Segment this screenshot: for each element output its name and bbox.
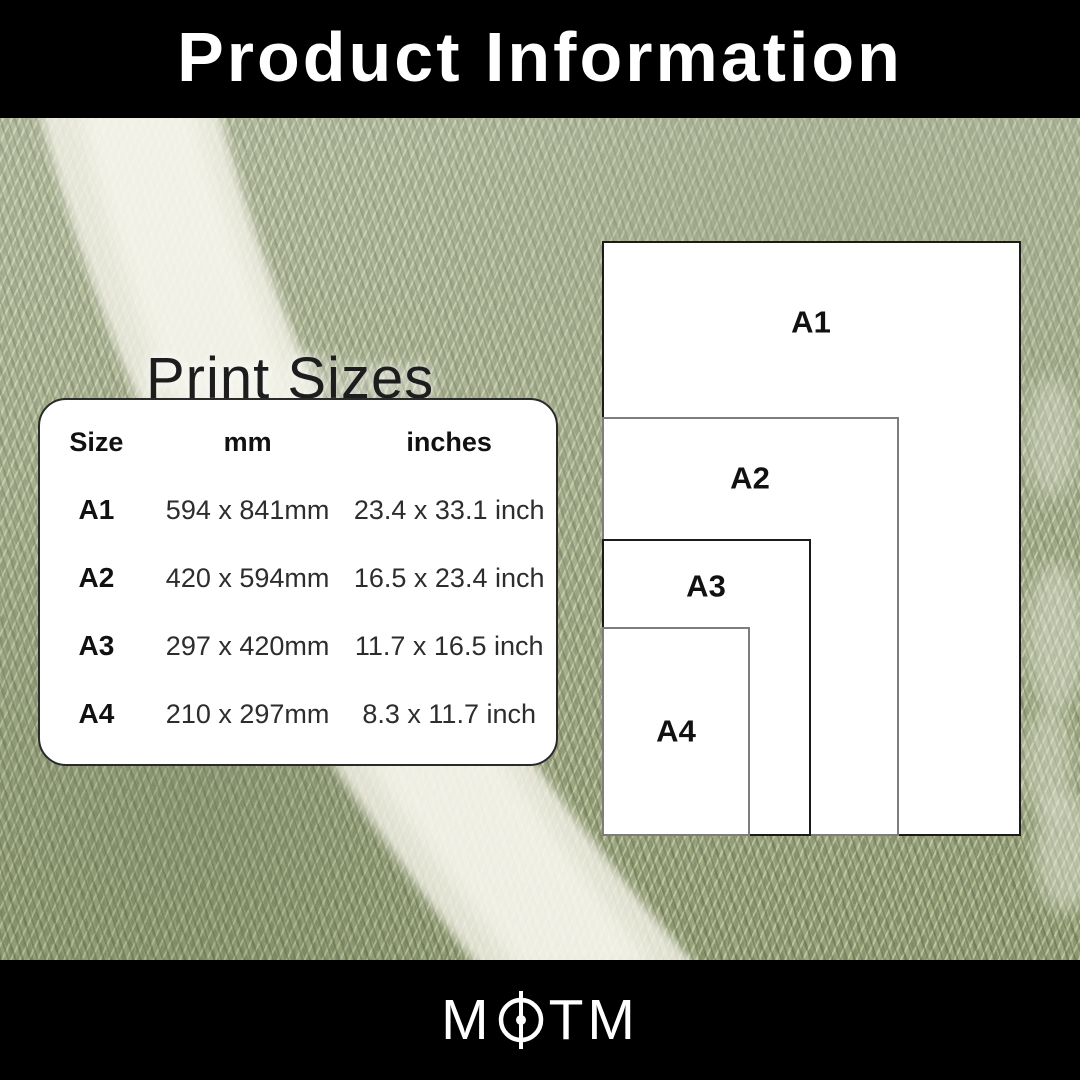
white-grass-wisp bbox=[1022, 708, 1074, 818]
paper-label-a3: A3 bbox=[686, 568, 726, 604]
paper-label-a2: A2 bbox=[730, 460, 770, 496]
table-row-a2-inches: 16.5 x 23.4 inch bbox=[353, 562, 545, 593]
print-size-table: Size mm inches A1 594 x 841mm 23.4 x 33.… bbox=[38, 398, 558, 766]
table-row-a1-mm: 594 x 841mm bbox=[165, 494, 330, 525]
brand-letter-m: M bbox=[441, 987, 493, 1052]
header-bar: Product Information bbox=[0, 0, 1080, 118]
table-row-a1-size: A1 bbox=[78, 494, 115, 525]
table-row-a4-size: A4 bbox=[78, 698, 115, 729]
table-row-a3-size: A3 bbox=[78, 630, 115, 661]
footer-bar: M TM bbox=[0, 960, 1080, 1080]
brand-letters-tm: TM bbox=[548, 987, 639, 1052]
football-pitch-center-circle-icon bbox=[498, 991, 543, 1049]
table-row-a1-inches: 23.4 x 33.1 inch bbox=[353, 494, 545, 525]
table-row-a2-size: A2 bbox=[78, 562, 115, 593]
column-header-size: Size bbox=[69, 426, 124, 457]
paper-label-a1: A1 bbox=[791, 304, 831, 340]
page-title: Product Information bbox=[177, 18, 903, 96]
brand-logo-motm: M TM bbox=[441, 989, 639, 1051]
column-header-mm: mm bbox=[223, 426, 272, 457]
table-row-a2-mm: 420 x 594mm bbox=[165, 562, 330, 593]
table-row-a4-mm: 210 x 297mm bbox=[165, 698, 330, 729]
white-grass-wisp bbox=[1034, 793, 1080, 913]
white-grass-wisp bbox=[1026, 378, 1078, 498]
table-row-a3-mm: 297 x 420mm bbox=[165, 630, 330, 661]
table-row-a4-inches: 8.3 x 11.7 inch bbox=[362, 698, 536, 729]
column-header-inches: inches bbox=[406, 426, 492, 457]
table-row-a3-inches: 11.7 x 16.5 inch bbox=[354, 630, 544, 661]
paper-size-diagram: A1 A2 A3 A4 bbox=[602, 241, 1021, 836]
white-grass-wisp bbox=[1026, 563, 1080, 713]
paper-label-a4: A4 bbox=[656, 713, 696, 749]
